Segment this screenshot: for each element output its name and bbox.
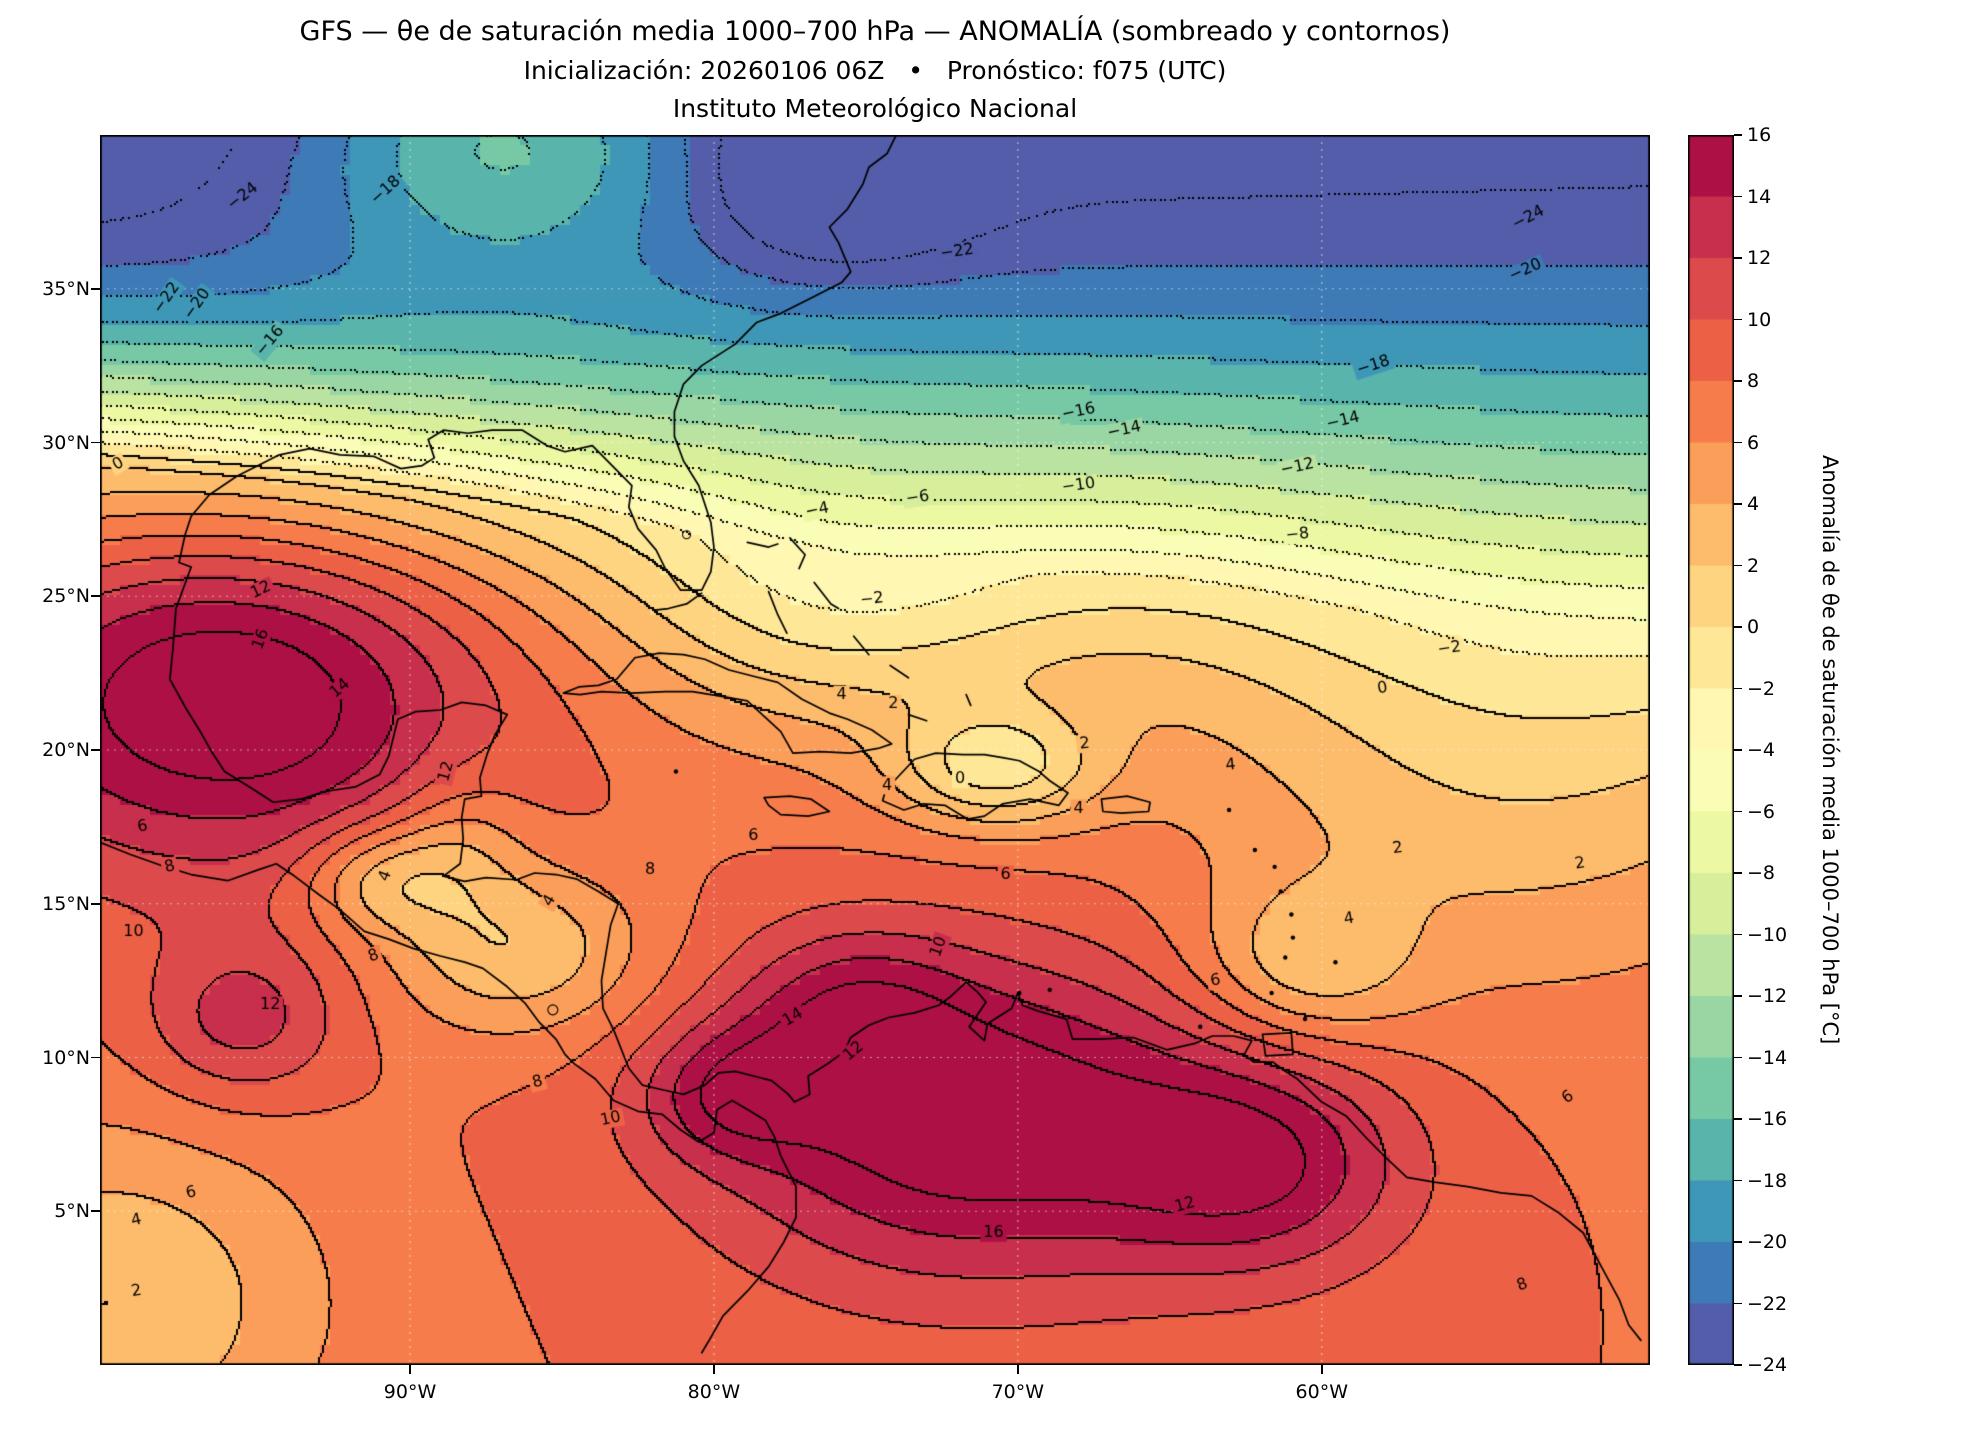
colorbar-tick-mark xyxy=(1734,257,1742,259)
colorbar-tick-mark xyxy=(1734,1364,1742,1366)
colorbar-tick-mark xyxy=(1734,1056,1742,1059)
lat-tick-label: 25°N xyxy=(42,585,90,608)
colorbar-tick-mark xyxy=(1734,995,1742,997)
lon-tick-mark xyxy=(1320,1365,1323,1374)
colorbar-tick-label: −8 xyxy=(1747,862,1776,884)
colorbar-tick-label: −20 xyxy=(1747,1231,1788,1253)
lat-tick-mark xyxy=(91,287,100,290)
lat-tick-mark xyxy=(91,441,100,444)
colorbar-tick-label: −4 xyxy=(1747,739,1776,761)
colorbar-tick-label: 4 xyxy=(1747,493,1760,515)
colorbar-canvas xyxy=(1688,135,1734,1365)
colorbar-tick-mark xyxy=(1734,564,1742,567)
colorbar-tick-label: −12 xyxy=(1747,985,1788,1007)
colorbar-title: Anomalía de θe de saturación media 1000–… xyxy=(1818,455,1842,1045)
lon-tick-label: 70°W xyxy=(991,1381,1045,1403)
contour-map-canvas xyxy=(100,135,1650,1365)
colorbar-tick-mark xyxy=(1734,195,1742,198)
colorbar-tick-label: 6 xyxy=(1747,431,1760,454)
lat-tick-label: 35°N xyxy=(42,277,90,300)
chart-institution: Instituto Meteorológico Nacional xyxy=(672,94,1078,123)
colorbar-tick-label: 8 xyxy=(1747,370,1760,392)
lon-tick-label: 90°W xyxy=(383,1381,437,1403)
lat-tick-label: 30°N xyxy=(42,431,90,454)
colorbar-tick-label: 10 xyxy=(1747,308,1772,331)
lat-tick-mark xyxy=(91,902,100,905)
colorbar-tick-label: 12 xyxy=(1747,247,1772,269)
colorbar-tick-label: 16 xyxy=(1747,124,1772,146)
colorbar-tick-label: −22 xyxy=(1747,1292,1788,1315)
lat-tick-label: 5°N xyxy=(54,1200,90,1223)
colorbar-tick-label: 14 xyxy=(1747,185,1772,208)
colorbar-tick-label: 0 xyxy=(1747,616,1760,638)
lat-tick-label: 10°N xyxy=(42,1046,90,1069)
colorbar-tick-mark xyxy=(1734,380,1742,382)
colorbar-tick-label: −14 xyxy=(1747,1046,1788,1069)
chart-title: GFS — θe de saturación media 1000–700 hP… xyxy=(299,16,1451,47)
lat-tick-mark xyxy=(91,1210,100,1213)
colorbar-tick-mark xyxy=(1734,872,1742,874)
colorbar-tick-label: −10 xyxy=(1747,923,1788,946)
lon-tick-mark xyxy=(1017,1365,1019,1374)
colorbar-tick-mark xyxy=(1734,933,1742,936)
colorbar-tick-mark xyxy=(1734,1179,1742,1182)
lon-tick-mark xyxy=(713,1365,715,1374)
lon-tick-label: 60°W xyxy=(1295,1381,1348,1403)
colorbar-tick-mark xyxy=(1734,749,1742,751)
colorbar-tick-mark xyxy=(1734,1241,1742,1243)
colorbar-tick-label: 2 xyxy=(1747,554,1760,577)
lat-tick-mark xyxy=(91,1056,100,1059)
colorbar-tick-mark xyxy=(1734,687,1742,690)
colorbar-tick-label: −2 xyxy=(1747,677,1776,700)
colorbar-tick-mark xyxy=(1734,441,1742,444)
colorbar-tick-mark xyxy=(1734,1302,1742,1305)
lat-tick-mark xyxy=(91,749,100,751)
colorbar-tick-mark xyxy=(1734,134,1742,136)
colorbar-tick-label: −16 xyxy=(1747,1108,1788,1130)
colorbar-tick-mark xyxy=(1734,626,1742,628)
colorbar-tick-mark xyxy=(1734,318,1742,321)
colorbar-tick-label: −6 xyxy=(1747,800,1776,823)
lon-tick-label: 80°W xyxy=(687,1381,741,1403)
chart-subtitle: Inicialización: 20260106 06Z • Pronóstic… xyxy=(523,56,1227,85)
colorbar-tick-label: −24 xyxy=(1747,1354,1788,1376)
colorbar-tick-label: −18 xyxy=(1747,1169,1788,1192)
colorbar-tick-mark xyxy=(1734,503,1742,505)
lat-tick-label: 20°N xyxy=(42,739,90,761)
lon-tick-mark xyxy=(409,1365,411,1374)
colorbar-tick-mark xyxy=(1734,1118,1742,1120)
title-block: GFS — θe de saturación media 1000–700 hP… xyxy=(100,16,1650,123)
lat-tick-label: 15°N xyxy=(42,892,90,915)
lat-tick-mark xyxy=(91,595,100,598)
colorbar-tick-mark xyxy=(1734,810,1742,813)
